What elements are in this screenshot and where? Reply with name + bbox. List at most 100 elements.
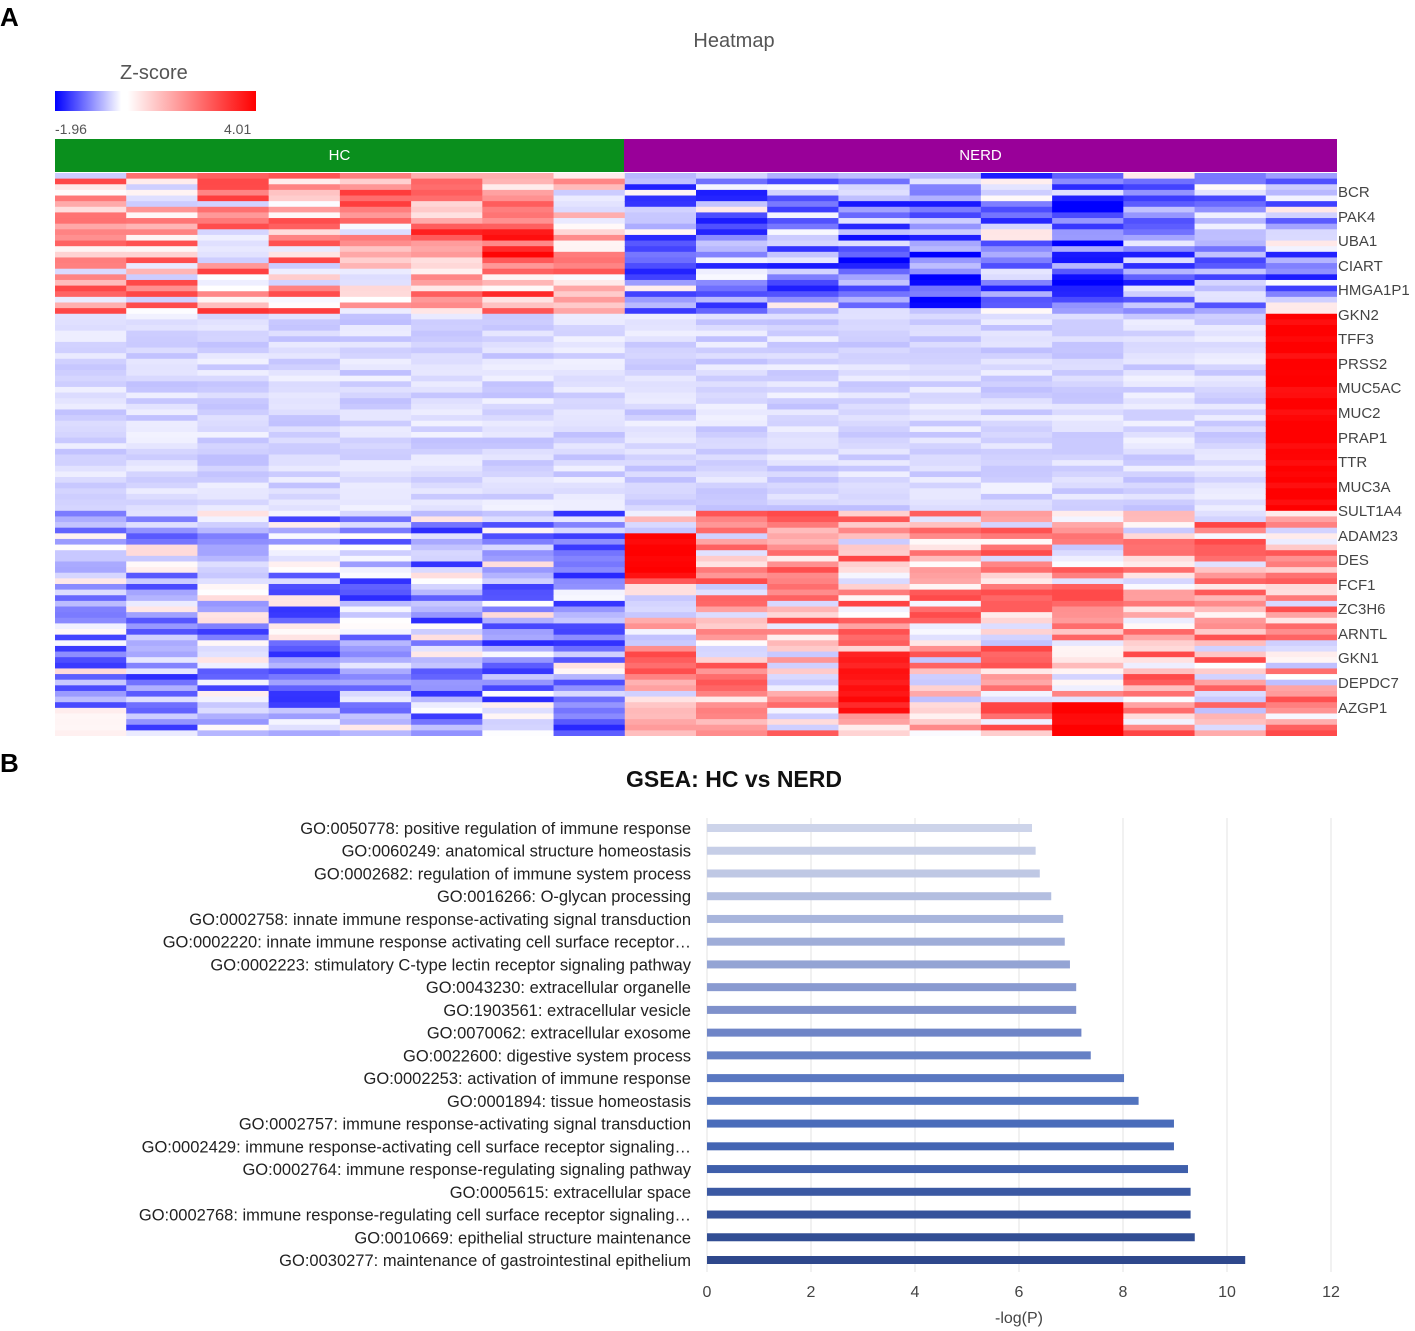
heatmap-cell bbox=[1194, 606, 1267, 613]
heatmap-cell bbox=[980, 516, 1053, 523]
bar bbox=[707, 1028, 1082, 1037]
heatmap-cell bbox=[268, 707, 341, 715]
heatmap-cell bbox=[482, 662, 555, 670]
heatmap-cell bbox=[624, 477, 697, 484]
heatmap-cell bbox=[1052, 538, 1124, 546]
heatmap-cell bbox=[482, 218, 555, 225]
heatmap-cell bbox=[909, 448, 982, 456]
heatmap-cell bbox=[126, 415, 199, 422]
heatmap-cell bbox=[553, 251, 626, 259]
heatmap-cell bbox=[55, 668, 127, 675]
heatmap-cell bbox=[1194, 533, 1267, 540]
heatmap-cell bbox=[1194, 173, 1267, 180]
heatmap-cell bbox=[980, 319, 1053, 326]
heatmap-cell bbox=[126, 212, 199, 219]
heatmap-cell bbox=[696, 724, 768, 731]
heatmap-cell bbox=[482, 724, 555, 731]
heatmap-cell bbox=[268, 251, 341, 259]
heatmap-cell bbox=[696, 674, 768, 681]
heatmap-cell bbox=[1265, 707, 1337, 715]
heatmap-cell bbox=[55, 291, 127, 298]
heatmap-cell bbox=[696, 589, 768, 596]
heatmap-cell bbox=[339, 201, 412, 208]
heatmap-cell bbox=[126, 600, 199, 608]
heatmap-cell bbox=[696, 291, 768, 298]
heatmap-cell bbox=[909, 257, 982, 264]
heatmap-cell bbox=[197, 460, 270, 467]
heatmap-cell bbox=[1123, 223, 1196, 230]
heatmap-cell bbox=[553, 426, 626, 433]
heatmap-cell bbox=[980, 296, 1053, 304]
heatmap-cell bbox=[411, 257, 483, 264]
heatmap-cell bbox=[339, 178, 412, 185]
heatmap-cell bbox=[624, 448, 697, 456]
heatmap-cell bbox=[909, 229, 982, 236]
heatmap-cell bbox=[767, 223, 840, 230]
heatmap-cell bbox=[1265, 589, 1337, 596]
heatmap-cell bbox=[1265, 499, 1337, 506]
heatmap-cell bbox=[767, 403, 840, 411]
heatmap-cell bbox=[411, 431, 483, 439]
heatmap-cell bbox=[624, 386, 697, 394]
heatmap-cell bbox=[624, 724, 697, 731]
heatmap-cell bbox=[624, 240, 697, 247]
heatmap-cell bbox=[126, 657, 199, 664]
heatmap-cell bbox=[980, 612, 1053, 619]
heatmap-cell bbox=[767, 386, 840, 394]
heatmap-cell bbox=[55, 341, 127, 349]
heatmap-cell bbox=[838, 375, 911, 382]
heatmap-cell bbox=[1052, 274, 1124, 281]
heatmap-cell bbox=[553, 629, 626, 636]
heatmap-cell bbox=[838, 674, 911, 681]
gsea-chart-title: GSEA: HC vs NERD bbox=[626, 766, 842, 792]
heatmap-cell bbox=[624, 550, 697, 557]
heatmap-cell bbox=[980, 550, 1053, 557]
heatmap-cell bbox=[411, 386, 483, 394]
heatmap-cell bbox=[624, 662, 697, 670]
heatmap-cell bbox=[339, 538, 412, 546]
heatmap-cell bbox=[838, 510, 911, 518]
heatmap-cell bbox=[1052, 505, 1124, 512]
heatmap-cell bbox=[909, 206, 982, 214]
heatmap-cell bbox=[126, 668, 199, 675]
heatmap-cell bbox=[1123, 279, 1196, 287]
heatmap-cell bbox=[1265, 567, 1337, 574]
bar bbox=[707, 960, 1070, 969]
bar bbox=[707, 1142, 1174, 1151]
heatmap-cell bbox=[55, 195, 127, 202]
heatmap-cell bbox=[553, 538, 626, 546]
heatmap-cell bbox=[1265, 516, 1337, 523]
heatmap-cell bbox=[980, 268, 1053, 275]
heatmap-cell bbox=[339, 330, 412, 337]
heatmap-cell bbox=[980, 403, 1053, 411]
heatmap-cell bbox=[767, 583, 840, 591]
heatmap-cell bbox=[1052, 212, 1124, 219]
heatmap-cell bbox=[553, 285, 626, 292]
gene-label: ARNTL bbox=[1338, 625, 1388, 643]
heatmap-cell bbox=[838, 229, 911, 236]
heatmap-cell bbox=[553, 375, 626, 382]
heatmap-cell bbox=[55, 437, 127, 444]
gene-label: TTR bbox=[1338, 454, 1368, 472]
bar bbox=[707, 1119, 1174, 1128]
heatmap-cell bbox=[55, 319, 127, 326]
heatmap-cell bbox=[553, 268, 626, 275]
heatmap-cell bbox=[980, 431, 1053, 439]
heatmap-cell bbox=[553, 600, 626, 608]
heatmap-cell bbox=[339, 460, 412, 467]
heatmap-cell bbox=[482, 606, 555, 613]
heatmap-cell bbox=[126, 426, 199, 433]
heatmap-cell bbox=[482, 685, 555, 692]
heatmap-cell bbox=[1123, 493, 1196, 501]
heatmap-cell bbox=[268, 612, 341, 619]
heatmap-cell bbox=[126, 353, 199, 360]
heatmap-cell bbox=[838, 319, 911, 326]
heatmap-cell bbox=[339, 516, 412, 523]
heatmap-cell bbox=[268, 347, 341, 354]
heatmap-cell bbox=[1123, 544, 1196, 551]
heatmap-cell bbox=[1194, 431, 1267, 439]
heatmap-cell bbox=[1265, 696, 1337, 703]
heatmap-cell bbox=[482, 353, 555, 360]
heatmap-cell bbox=[624, 505, 697, 512]
heatmap-cell bbox=[909, 505, 982, 512]
